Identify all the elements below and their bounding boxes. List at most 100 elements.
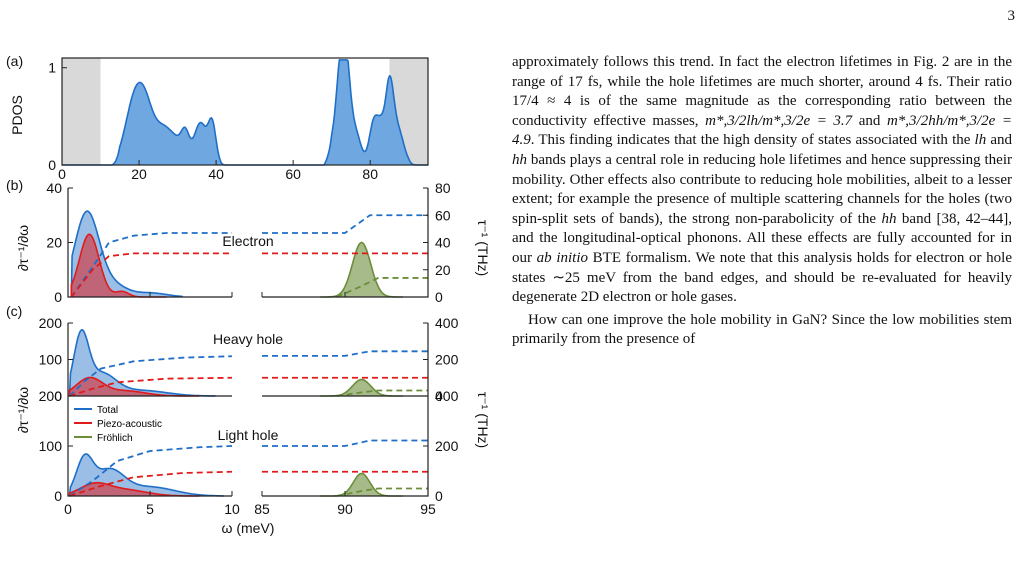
xtick-low-label: 0 (64, 501, 72, 517)
ytick-label: 40 (435, 235, 451, 251)
mass-ratio-hh: m*,3/2hh/m*,3/2e = 4.9 (512, 112, 1012, 149)
light-hole-frohlich-fill (320, 473, 404, 496)
electron-frohlich-cumulative (336, 277, 428, 298)
legend-frohlich: Fröhlich (97, 433, 133, 444)
panel-c-axes-right (262, 323, 429, 497)
panel-c-curves (68, 328, 428, 497)
xtick-low-label: 10 (224, 501, 240, 517)
panel-a-ylabel: PDOS (9, 95, 25, 135)
mass-ratio-lh: m*,3/2lh/m*,3/2e = 3.7 (705, 112, 853, 129)
paragraph-1: approximately follows this trend. In fac… (512, 53, 1012, 308)
electron-total-cumulative-high (262, 214, 428, 234)
p1-lh: lh (974, 132, 987, 149)
ytick-label: 80 (435, 180, 451, 196)
ytick-label: 400 (435, 388, 459, 404)
heavy-hole-total-cumulative (69, 355, 233, 397)
ytick-label: 100 (39, 352, 63, 368)
ytick-label: 200 (435, 438, 459, 454)
ytick-label: 100 (39, 438, 63, 454)
right-ylabel-b: τ⁻¹ (THz) (475, 220, 491, 276)
ytick-label: 0 (54, 388, 62, 404)
xtick-low-label: 5 (146, 501, 154, 517)
panel-a-ytick-label: 1 (48, 60, 56, 76)
ytick-label: 0 (435, 388, 443, 404)
paragraph-2: How can one improve the hole mobility in… (512, 311, 1012, 348)
electron-total-cumulative (70, 232, 232, 298)
right-ylabel-c: τ⁻¹ (THz) (475, 392, 491, 448)
ytick-label: 200 (39, 388, 63, 404)
heavy-hole-piezo-cumulative (69, 376, 233, 397)
ytick-label: 200 (435, 352, 459, 368)
ytick-label: 0 (435, 289, 443, 305)
p1-text-b: . This finding indicates that the high d… (530, 132, 975, 149)
ytick-label: 0 (54, 289, 62, 305)
heavy-hole-piezo-fill (69, 377, 200, 396)
light-hole-frohlich-cumulative (336, 487, 428, 497)
panel-a-xtick-label: 40 (208, 166, 224, 182)
heavy-hole-right-yticks: 0 200 400 (423, 315, 459, 404)
legend-total: Total (97, 405, 118, 416)
left-ylabel-c: ∂τ⁻¹/∂ω (15, 387, 31, 433)
panel-b-left-yticks: 0 20 40 (46, 180, 73, 305)
p1-and: and (852, 112, 887, 129)
p1-hh-2: hh (881, 210, 897, 227)
p1-hh: hh (512, 151, 527, 168)
panel-a-xtick-label: 60 (285, 166, 301, 182)
x-ticks-high: 85 90 95 (254, 292, 436, 517)
ytick-label: 20 (46, 235, 62, 251)
panel-c-tag: (c) (6, 303, 22, 319)
panel-a-xtick-label: 80 (362, 166, 378, 182)
light-hole-total-line (68, 453, 224, 497)
p1-text-d: bands plays a central role in reducing h… (512, 151, 1012, 227)
panel-a-xticks: 0 20 40 60 80 (58, 160, 378, 182)
p1-text-c: and (986, 132, 1012, 149)
light-hole-total-cumulative-high (262, 439, 428, 447)
p1-ab-initio: ab initio (536, 249, 589, 266)
panel-b-curves (70, 210, 428, 298)
body-text: approximately follows this trend. In fac… (512, 53, 1012, 350)
page-number: 3 (1007, 8, 1016, 24)
panel-a-ytick-label: 0 (48, 157, 56, 173)
shaded-region-left (62, 58, 101, 165)
light-hole-title: Light hole (218, 427, 279, 443)
xtick-high-label: 90 (337, 501, 353, 517)
ytick-label: 400 (435, 315, 459, 331)
x-axis-label: ω (meV) (222, 520, 275, 536)
left-ylabel-b: ∂τ⁻¹/∂ω (15, 225, 31, 271)
heavy-hole-title: Heavy hole (213, 331, 283, 347)
light-hole-left-yticks: 0 100 200 (39, 388, 73, 504)
panel-a-xtick-label: 20 (131, 166, 147, 182)
panel-a-frame (61, 57, 429, 166)
legend-piezo: Piezo-acoustic (97, 419, 162, 430)
ytick-label: 60 (435, 207, 451, 223)
pdos-area (62, 59, 428, 165)
figure-svg: (a) PDOS 01 0 20 40 60 80 (b) Electron 02040… (6, 53, 491, 536)
p1-text-a: approximately follows this trend. In fac… (512, 54, 1012, 129)
legend: Total Piezo-acoustic Fröhlich (74, 405, 162, 444)
electron-total-line (70, 210, 183, 298)
panel-b-tag: (b) (6, 177, 23, 193)
ytick-label: 200 (39, 315, 63, 331)
heavy-hole-total-fill (69, 329, 216, 396)
ytick-label: 40 (46, 180, 62, 196)
heavy-hole-total-cumulative-high (262, 350, 428, 357)
panel-a-xtick-label: 0 (58, 166, 66, 182)
light-hole-total-cumulative (69, 445, 233, 497)
heavy-hole-frohlich-fill (320, 379, 404, 396)
panel-a-tag: (a) (6, 53, 23, 69)
electron-frohlich-fill (320, 242, 404, 297)
electron-piezo-fill (71, 234, 167, 297)
ytick-label: 0 (54, 488, 62, 504)
panel-b-right-yticks: 0 20 40 60 80 (423, 180, 451, 305)
x-ticks-low: 0 5 10 (64, 292, 240, 517)
ytick-label: 0 (435, 488, 443, 504)
panel-b-axes-right (262, 188, 429, 298)
xtick-high-label: 85 (254, 501, 270, 517)
xtick-high-label: 95 (420, 501, 436, 517)
p1-text-f: BTE formalism. We note that this analysi… (512, 249, 1013, 306)
heavy-hole-frohlich-cumulative (336, 389, 428, 397)
panel-a-yticks: 01 (48, 60, 67, 173)
light-hole-right-yticks: 0 200 400 (423, 388, 459, 504)
electron-piezo-cumulative (70, 252, 232, 298)
